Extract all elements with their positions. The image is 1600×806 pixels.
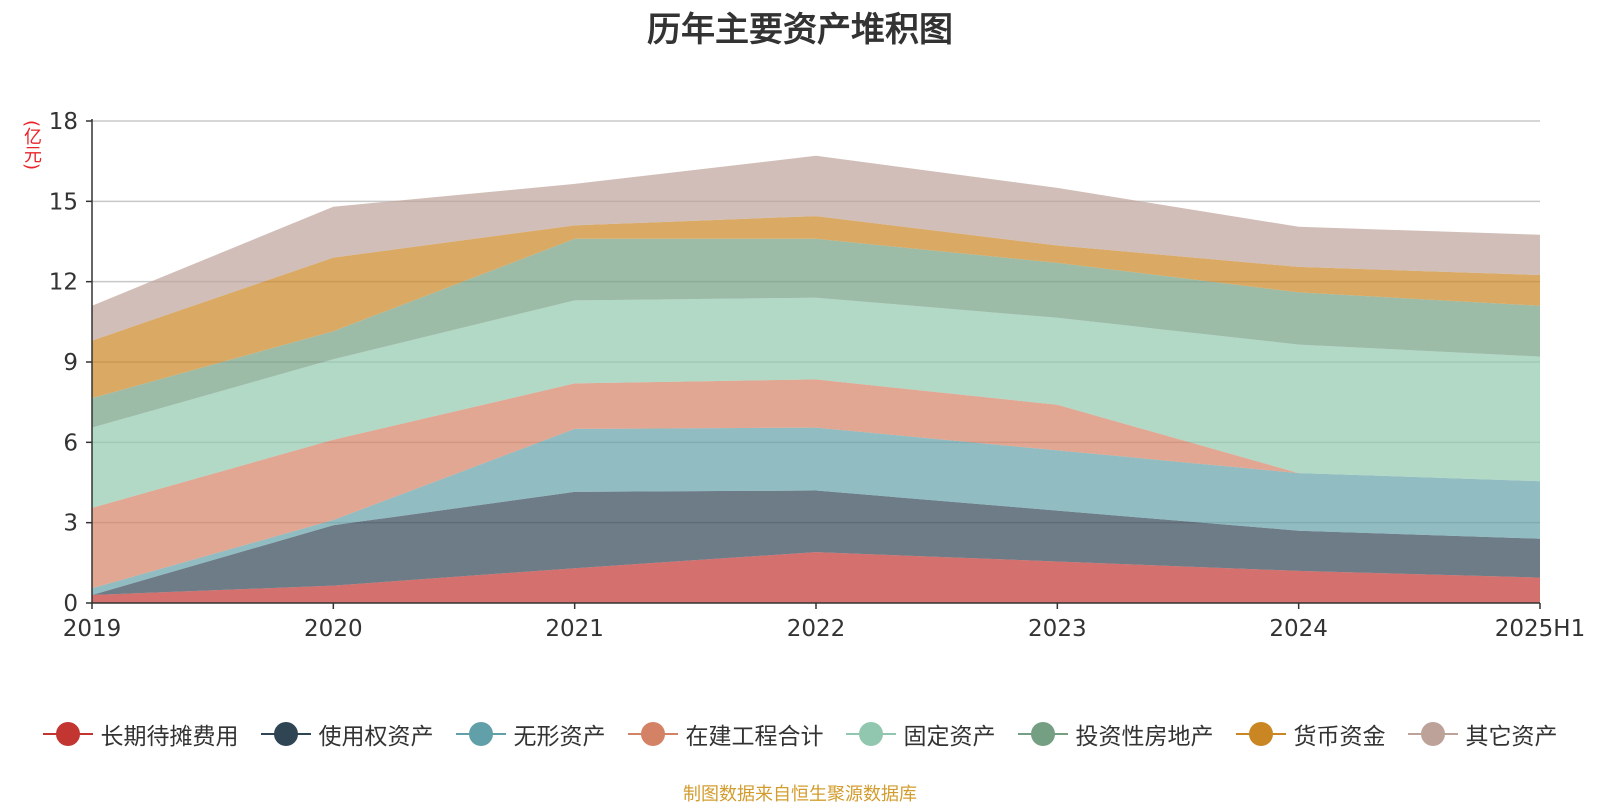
x-tick-label: 2023 — [1028, 616, 1087, 642]
series-area-2 — [92, 427, 1540, 595]
legend-item-7[interactable]: 其它资产 — [1407, 717, 1558, 751]
series-area-3 — [92, 379, 1540, 589]
series-area-7 — [92, 155, 1540, 341]
legend-item-2[interactable]: 无形资产 — [455, 717, 606, 751]
legend-item-6[interactable]: 货币资金 — [1235, 717, 1386, 751]
y-tick-label: 3 — [63, 511, 78, 537]
legend-label: 长期待摊费用 — [100, 724, 239, 750]
series-area-4 — [92, 297, 1540, 508]
y-tick-label: 12 — [49, 270, 78, 296]
legend-marker — [1017, 722, 1068, 746]
legend-item-3[interactable]: 在建工程合计 — [627, 717, 824, 751]
source-note: 制图数据来自恒生聚源数据库 — [683, 784, 917, 805]
x-tick-label: 2022 — [787, 616, 846, 642]
y-tick-label: 9 — [63, 350, 78, 376]
series-area-6 — [92, 216, 1540, 399]
y-tick-label: 6 — [63, 430, 78, 456]
legend-marker — [42, 722, 93, 746]
x-tick-label: 2025H1 — [1495, 616, 1585, 642]
legend: 长期待摊费用 使用权资产 无形资产 在建工程合计 固定资产 投资性房地产 货币资金 其它资产 — [0, 714, 1600, 754]
x-tick-label: 2019 — [63, 616, 122, 642]
x-tick-label: 2020 — [304, 616, 363, 642]
series-area-5 — [92, 238, 1540, 428]
legend-item-5[interactable]: 投资性房地产 — [1017, 717, 1214, 751]
legend-marker — [845, 722, 896, 746]
legend-label: 在建工程合计 — [685, 724, 824, 750]
legend-marker — [1235, 722, 1286, 746]
legend-label: 货币资金 — [1293, 724, 1386, 750]
chart-title: 历年主要资产堆积图 — [647, 10, 953, 50]
legend-label: 固定资产 — [903, 724, 996, 750]
legend-marker — [455, 722, 506, 746]
y-tick-label: 18 — [49, 109, 78, 135]
legend-marker — [1407, 722, 1458, 746]
x-tick-label: 2021 — [545, 616, 604, 642]
y-tick-label: 0 — [63, 591, 78, 617]
legend-label: 其它资产 — [1465, 724, 1558, 750]
legend-marker — [627, 722, 678, 746]
series-area-1 — [92, 490, 1540, 595]
y-axis-label: (亿元) — [21, 120, 42, 171]
legend-item-0[interactable]: 长期待摊费用 — [42, 717, 239, 751]
legend-item-1[interactable]: 使用权资产 — [260, 717, 434, 751]
y-tick-label: 15 — [49, 189, 78, 215]
x-tick-label: 2024 — [1269, 616, 1328, 642]
legend-label: 无形资产 — [513, 724, 606, 750]
series-area-0 — [92, 552, 1540, 603]
legend-marker — [260, 722, 311, 746]
legend-label: 使用权资产 — [318, 724, 434, 750]
legend-item-4[interactable]: 固定资产 — [845, 717, 996, 751]
legend-label: 投资性房地产 — [1075, 724, 1214, 750]
